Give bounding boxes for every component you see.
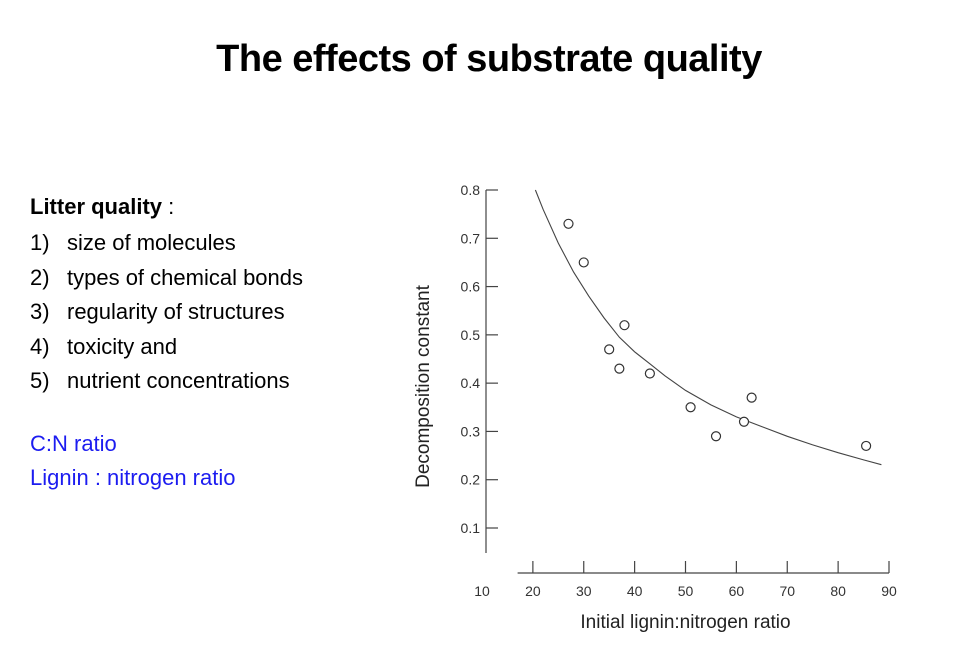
ratio-list: C:N ratio Lignin : nitrogen ratio: [30, 427, 410, 495]
y-tick-label: 0.2: [461, 472, 481, 488]
y-axis-label: Decomposition constant: [413, 284, 434, 487]
list-item: 3) regularity of structures: [30, 295, 410, 330]
litter-quality-colon: :: [162, 194, 175, 219]
lignin-nitrogen-ratio-text: Lignin : nitrogen ratio: [30, 464, 236, 490]
data-point: [861, 440, 872, 452]
y-tick-label: 0.5: [461, 327, 481, 343]
litter-quality-panel: Litter quality : 1) size of molecules 2) t…: [30, 194, 410, 495]
list-item: 5) nutrient concentrations: [30, 364, 410, 399]
list-item-text: toxicity and: [67, 333, 178, 359]
x-tick-label: 40: [627, 583, 643, 599]
data-points: [563, 218, 872, 452]
y-tick-label: 0.6: [461, 279, 481, 295]
list-item-number: 3): [30, 299, 50, 324]
data-point: [710, 431, 722, 442]
y-tick-label: 0.1: [461, 520, 481, 536]
list-item-text: types of chemical bonds: [67, 264, 304, 290]
data-point: [746, 392, 757, 403]
data-point: [563, 218, 574, 229]
list-item: 1) size of molecules: [30, 226, 410, 261]
data-point: [614, 363, 625, 374]
list-item-number: 4): [30, 333, 50, 359]
data-point: [619, 320, 630, 331]
fit-curve: [534, 189, 882, 466]
fit-curve-group: [534, 189, 882, 466]
litter-quality-label: Litter quality: [30, 194, 163, 219]
x-axis: 10 20 30 40 50 60 70 80 90: [474, 561, 897, 599]
x-tick-label: 10: [474, 583, 490, 599]
data-point: [685, 402, 696, 413]
list-item: 4) toxicity and: [30, 330, 410, 365]
list-item-number: 1): [30, 230, 50, 255]
x-tick-label: 20: [525, 583, 541, 599]
x-tick-label: 60: [729, 583, 745, 599]
data-point: [644, 368, 655, 379]
litter-quality-list: 1) size of molecules 2) types of chemical …: [30, 226, 410, 399]
y-tick-label: 0.8: [461, 182, 481, 198]
list-item-text: nutrient concentrations: [67, 368, 290, 393]
y-axis: 0.1 0.2 0.3 0.4 0.5 0.6 0.7 0.8: [461, 182, 498, 553]
litter-quality-heading: Litter quality :: [30, 194, 410, 220]
y-tick-label: 0.7: [461, 230, 481, 246]
data-point: [604, 344, 615, 355]
slide-title: The effects of substrate quality: [216, 38, 762, 80]
x-axis-label: Initial lignin:nitrogen ratio: [580, 612, 790, 633]
x-tick-label: 30: [576, 583, 592, 599]
y-tick-label: 0.3: [461, 423, 481, 439]
data-point: [578, 257, 589, 268]
x-tick-label: 80: [830, 583, 846, 599]
x-tick-label: 90: [881, 583, 897, 599]
x-tick-label: 70: [779, 583, 795, 599]
list-item-text: size of molecules: [67, 230, 236, 255]
list-item-number: 2): [30, 264, 50, 290]
decomposition-scatter-chart: 0.1 0.2 0.3 0.4 0.5 0.6 0.7 0.8 10 20 30 40 50 60 70 8…: [413, 182, 897, 633]
list-item-text: regularity of structures: [67, 299, 285, 324]
cn-ratio-text: C:N ratio: [30, 430, 117, 456]
x-tick-label: 50: [678, 583, 694, 599]
y-tick-label: 0.4: [461, 375, 481, 391]
list-item: 2) types of chemical bonds: [30, 261, 410, 296]
data-point: [738, 416, 750, 427]
list-item-number: 5): [30, 368, 50, 393]
